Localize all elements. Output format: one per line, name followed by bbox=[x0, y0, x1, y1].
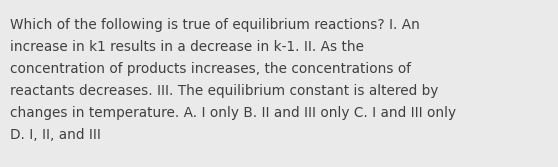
Text: concentration of products increases, the concentrations of: concentration of products increases, the… bbox=[10, 62, 411, 76]
Text: Which of the following is true of equilibrium reactions? I. An: Which of the following is true of equili… bbox=[10, 18, 420, 32]
Text: changes in temperature. A. I only B. II and III only C. I and III only: changes in temperature. A. I only B. II … bbox=[10, 106, 456, 120]
Text: increase in k1 results in a decrease in k-1. II. As the: increase in k1 results in a decrease in … bbox=[10, 40, 364, 54]
Text: D. I, II, and III: D. I, II, and III bbox=[10, 128, 101, 142]
Text: reactants decreases. III. The equilibrium constant is altered by: reactants decreases. III. The equilibriu… bbox=[10, 84, 439, 98]
